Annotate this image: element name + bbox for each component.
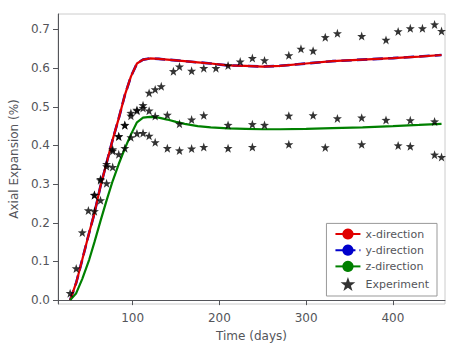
svg-text:0.3: 0.3 (31, 177, 50, 191)
svg-text:0.2: 0.2 (31, 216, 50, 230)
svg-text:Experiment: Experiment (365, 278, 429, 291)
svg-text:400: 400 (381, 311, 404, 325)
svg-text:200: 200 (208, 311, 231, 325)
svg-text:z-direction: z-direction (365, 260, 423, 273)
svg-text:0.4: 0.4 (31, 138, 50, 152)
svg-text:x-direction: x-direction (365, 228, 424, 241)
svg-text:0.1: 0.1 (31, 254, 50, 268)
svg-text:300: 300 (295, 311, 318, 325)
svg-text:0.6: 0.6 (31, 61, 50, 75)
svg-text:0.7: 0.7 (31, 22, 50, 36)
svg-text:Time (days): Time (days) (215, 329, 287, 343)
svg-text:100: 100 (121, 311, 144, 325)
svg-text:y-direction: y-direction (365, 244, 424, 257)
svg-text:Axial Expansion (%): Axial Expansion (%) (7, 99, 21, 219)
svg-text:0.5: 0.5 (31, 100, 50, 114)
svg-text:0.0: 0.0 (31, 293, 50, 307)
